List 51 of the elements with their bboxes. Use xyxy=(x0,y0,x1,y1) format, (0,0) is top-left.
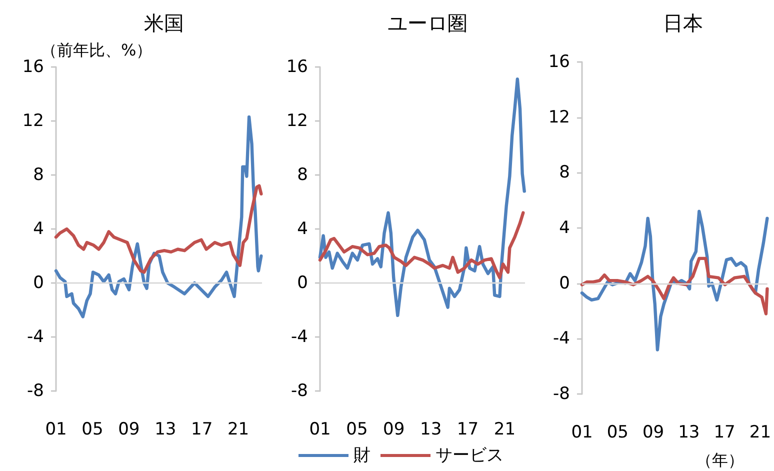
x-tick-label: 09 xyxy=(118,420,140,440)
line-series xyxy=(318,211,525,280)
y-tick-label: -4 xyxy=(27,327,44,347)
x-tick-label: 05 xyxy=(82,420,104,440)
line-series xyxy=(54,184,263,274)
x-tick-label: 21 xyxy=(494,420,516,440)
x-tick-label: 09 xyxy=(642,422,664,442)
y-tick-label: 16 xyxy=(548,52,570,72)
y-tick-label: 12 xyxy=(286,111,308,131)
x-tick-label: 13 xyxy=(420,420,442,440)
x-axis-title: （年） xyxy=(696,450,744,470)
y-tick-label: 4 xyxy=(297,219,308,239)
x-tick-label: 01 xyxy=(45,420,67,440)
legend-label: 財 xyxy=(354,446,370,466)
x-tick-label: 01 xyxy=(309,420,331,440)
y-tick-label: -4 xyxy=(291,327,308,347)
legend-label: サービス xyxy=(436,446,504,466)
y-tick-label: 0 xyxy=(559,273,570,294)
y-axis-title: （前年比、%） xyxy=(41,40,152,60)
x-tick-label: 17 xyxy=(191,420,213,440)
x-tick-label: 13 xyxy=(678,422,700,442)
y-tick-label: 4 xyxy=(559,218,570,238)
y-tick-label: -4 xyxy=(553,328,570,349)
line-series xyxy=(54,115,263,318)
y-tick-label: 8 xyxy=(297,165,308,185)
y-tick-label: 8 xyxy=(33,165,44,185)
y-tick-label: -8 xyxy=(553,384,570,404)
y-tick-label: 16 xyxy=(22,57,44,77)
y-tick-label: 0 xyxy=(33,273,44,293)
y-tick-label: 8 xyxy=(559,162,570,183)
line-series xyxy=(580,256,769,316)
chart-title: 日本 xyxy=(663,11,703,35)
x-tick-label: 01 xyxy=(571,422,593,442)
x-tick-label: 17 xyxy=(456,420,479,440)
y-tick-label: 12 xyxy=(548,107,570,128)
y-tick-label: 16 xyxy=(286,57,308,77)
x-tick-label: 21 xyxy=(227,420,250,440)
x-tick-label: 21 xyxy=(749,422,772,442)
y-tick-label: -8 xyxy=(291,381,308,401)
chart-title: ユーロ圏 xyxy=(388,11,468,35)
y-tick-label: 12 xyxy=(22,111,44,131)
y-tick-label: -8 xyxy=(27,381,44,401)
y-tick-label: 4 xyxy=(33,219,44,239)
chart-title: 米国 xyxy=(144,11,184,35)
x-tick-label: 17 xyxy=(714,422,736,442)
x-tick-label: 09 xyxy=(383,420,405,440)
x-tick-label: 13 xyxy=(154,420,176,440)
y-tick-label: 0 xyxy=(297,273,308,293)
x-tick-label: 05 xyxy=(606,422,628,442)
line-series xyxy=(318,78,526,317)
x-tick-label: 05 xyxy=(346,420,368,440)
